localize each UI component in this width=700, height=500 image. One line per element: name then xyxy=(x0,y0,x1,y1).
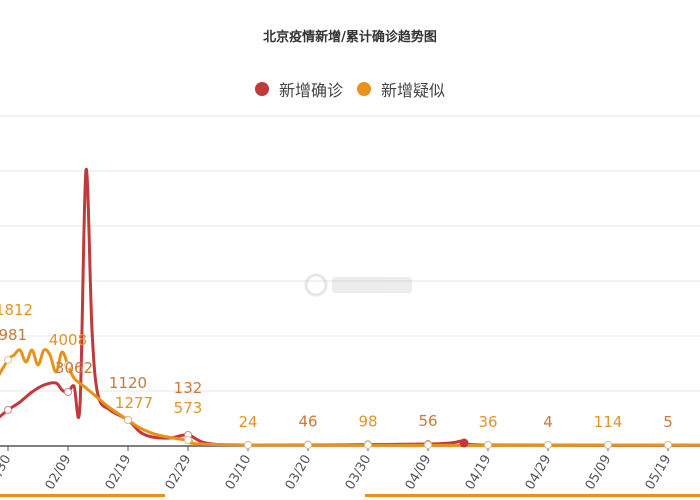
legend-label-confirmed: 新增确诊 xyxy=(278,81,343,100)
data-label: 3062 xyxy=(55,359,93,377)
data-label: 1120 xyxy=(109,374,147,392)
data-label: 1812 xyxy=(0,301,33,319)
legend-marker-suspected xyxy=(357,82,371,96)
legend-label-suspected: 新增疑似 xyxy=(381,81,446,100)
data-label: 573 xyxy=(174,399,203,417)
data-label: 98 xyxy=(358,412,377,430)
data-point[interactable] xyxy=(124,415,132,424)
data-point[interactable] xyxy=(244,441,252,450)
data-point[interactable] xyxy=(424,441,432,450)
data-point[interactable] xyxy=(184,436,192,445)
x-tick-label: 04/29 xyxy=(523,453,555,493)
data-label: 4008 xyxy=(49,331,87,349)
x-tick-label: 02/29 xyxy=(163,453,195,493)
data-point[interactable] xyxy=(484,441,492,450)
x-tick-label: 03/10 xyxy=(223,453,255,493)
watermark-logo xyxy=(304,273,412,297)
data-label: 56 xyxy=(418,412,437,430)
data-point[interactable] xyxy=(604,441,612,450)
data-point[interactable] xyxy=(4,405,12,414)
data-label: 1277 xyxy=(115,394,153,412)
data-point[interactable] xyxy=(364,441,372,450)
zoom-slider-track[interactable] xyxy=(365,494,700,497)
x-tick-label: 03/20 xyxy=(283,453,315,493)
x-tick-label: 01/30 xyxy=(0,453,14,493)
legend-item-suspected[interactable]: 新增疑似 xyxy=(357,77,445,101)
data-point[interactable] xyxy=(664,441,672,450)
data-point[interactable] xyxy=(304,441,312,450)
x-tick-label: 04/19 xyxy=(463,453,495,493)
data-label: 24 xyxy=(238,413,257,431)
x-tick-label: 02/09 xyxy=(43,453,75,493)
legend-item-confirmed[interactable]: 新增确诊 xyxy=(254,77,343,101)
x-tick-label: 03/30 xyxy=(343,453,375,493)
data-point[interactable] xyxy=(4,355,12,364)
data-point[interactable] xyxy=(544,441,552,450)
data-label: 46 xyxy=(298,413,317,431)
data-label: 36 xyxy=(478,413,497,431)
data-label: 114 xyxy=(594,413,623,431)
x-tick-label: 05/09 xyxy=(583,453,615,493)
zoom-slider-track[interactable] xyxy=(0,494,165,497)
data-label: 5 xyxy=(663,413,673,431)
data-label: 132 xyxy=(174,379,203,397)
data-point-highlight[interactable] xyxy=(459,438,469,448)
legend: 新增确诊 新增疑似 xyxy=(0,77,700,101)
data-label: 4 xyxy=(543,413,553,431)
legend-marker-confirmed xyxy=(254,82,269,96)
x-tick-label: 02/19 xyxy=(103,453,135,493)
data-point[interactable] xyxy=(64,387,72,396)
data-point[interactable] xyxy=(64,360,72,369)
chart-title: 北京疫情新增/累计确诊趋势图 xyxy=(263,30,437,45)
x-tick-label: 05/19 xyxy=(643,453,675,493)
x-tick-label: 04/09 xyxy=(403,453,435,493)
